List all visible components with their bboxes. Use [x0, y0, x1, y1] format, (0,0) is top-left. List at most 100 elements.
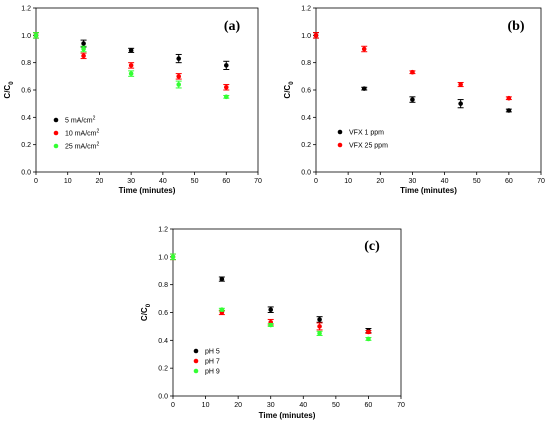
data-point [128, 71, 134, 76]
data-point [128, 48, 134, 53]
legend-label: VFX 25 ppm [349, 143, 388, 150]
y-tick-label: 0.8 [301, 60, 311, 67]
data-point [458, 82, 463, 87]
data-point [176, 74, 182, 79]
y-tick-label: 0.0 [158, 394, 168, 401]
data-point [219, 307, 225, 313]
y-tick-label: 1.0 [301, 33, 311, 40]
x-tick-label: 70 [397, 402, 405, 409]
x-axis-label: Time (minutes) [119, 186, 176, 195]
data-point [361, 86, 367, 91]
series-3 [170, 253, 372, 342]
y-tick-label: 0.4 [21, 115, 31, 122]
data-point [268, 307, 274, 313]
legend-marker [337, 129, 343, 135]
x-tick-label: 70 [254, 178, 262, 185]
x-tick-label: 0 [34, 178, 38, 185]
data-point [268, 322, 274, 328]
x-tick-label: 20 [96, 178, 104, 185]
x-tick-label: 20 [376, 178, 384, 185]
y-axis-label: C/C0 [283, 81, 295, 99]
x-tick-label: 40 [159, 178, 167, 185]
legend-marker [193, 368, 199, 374]
panel-label: (b) [507, 19, 524, 34]
legend-label: 5 mA/cm2 [65, 116, 96, 125]
y-tick-label: 1.2 [301, 6, 311, 13]
legend-label: 25 mA/cm2 [65, 142, 100, 151]
series-2 [33, 32, 230, 91]
x-tick-label: 60 [505, 178, 513, 185]
data-point [506, 95, 512, 101]
legend-marker [53, 130, 59, 136]
chart-panel-3: 0 10 20 30 40 50 60 70 0.0 0.2 0.4 0.6 0.8 1.0 1.2 Time… [140, 227, 405, 421]
legend: VFX 1 ppm VFX 25 ppm [337, 129, 388, 150]
y-tick-label: 0.2 [21, 142, 31, 149]
data-point [223, 94, 229, 100]
data-point [506, 108, 512, 113]
y-axis-label: C/C0 [140, 303, 152, 321]
y-tick-label: 0.8 [158, 282, 168, 289]
data-point [366, 329, 371, 335]
panel-label: (a) [224, 19, 241, 34]
y-tick-label: 1.0 [158, 254, 168, 261]
y-axis-label: C/C0 [3, 81, 15, 99]
y-tick-label: 0.0 [301, 170, 311, 177]
y-tick-label: 1.2 [158, 227, 168, 234]
y-tick-label: 0.6 [21, 88, 31, 95]
y-tick-label: 0.6 [158, 310, 168, 317]
y-tick-label: 0.2 [301, 142, 311, 149]
series-3 [33, 32, 230, 100]
x-tick-label: 50 [473, 178, 481, 185]
data-point [81, 53, 86, 59]
data-point [410, 69, 415, 75]
x-tick-label: 0 [171, 402, 175, 409]
legend-marker [53, 117, 59, 123]
y-tick-label: 0.6 [301, 88, 311, 95]
data-point [458, 101, 463, 106]
data-point [128, 63, 134, 68]
series-2 [313, 32, 512, 101]
data-point [361, 46, 367, 52]
panel-label: (c) [364, 239, 380, 254]
data-point [176, 82, 182, 87]
x-tick-label: 10 [64, 178, 72, 185]
series-2 [170, 253, 372, 335]
x-tick-label: 40 [441, 178, 449, 185]
legend-label: pH 7 [205, 359, 220, 366]
chart-panel-1: 0 10 20 30 40 50 60 70 0.0 0.2 0.4 0.6 0.8 1.0 1.2 Time… [3, 6, 262, 196]
data-point [410, 97, 415, 102]
y-tick-label: 1.2 [21, 6, 31, 13]
data-point [33, 33, 39, 38]
series-1 [218, 276, 372, 334]
x-tick-label: 10 [202, 402, 210, 409]
y-tick-label: 0.4 [301, 115, 311, 122]
legend-label: 10 mA/cm2 [65, 129, 100, 138]
x-tick-label: 40 [299, 402, 307, 409]
x-tick-label: 30 [409, 178, 417, 185]
y-tick-label: 0.2 [158, 366, 168, 373]
data-point [366, 336, 371, 342]
data-point [170, 254, 176, 260]
x-axis-label: Time (minutes) [400, 186, 457, 195]
data-point [313, 33, 319, 38]
y-tick-label: 0.0 [21, 170, 31, 177]
legend-marker [193, 348, 199, 354]
y-tick-label: 0.8 [21, 60, 31, 67]
data-point [81, 41, 86, 46]
x-tick-label: 30 [127, 178, 135, 185]
x-tick-label: 50 [191, 178, 199, 185]
x-tick-label: 10 [344, 178, 352, 185]
legend-label: pH 9 [205, 369, 220, 376]
legend-marker [53, 143, 59, 149]
legend: 5 mA/cm2 10 mA/cm2 25 mA/cm2 [53, 116, 100, 151]
data-point [81, 46, 86, 52]
x-tick-label: 50 [332, 402, 340, 409]
data-point [317, 324, 322, 329]
x-tick-label: 0 [314, 178, 318, 185]
legend: pH 5 pH 7 pH 9 [193, 348, 220, 376]
data-point [317, 317, 322, 322]
data-point [317, 331, 322, 336]
y-tick-label: 0.4 [158, 338, 168, 345]
legend-marker [337, 142, 343, 148]
